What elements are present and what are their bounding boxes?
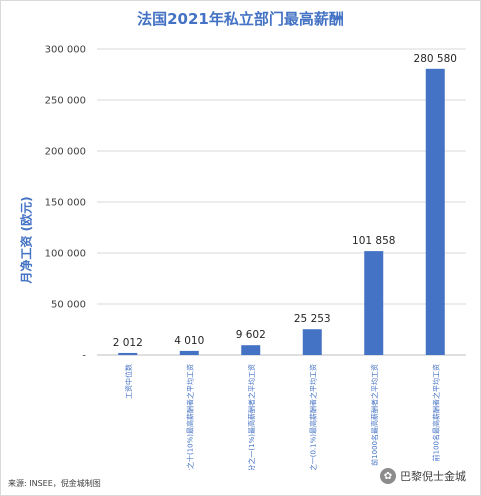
- data-label: 280 580: [414, 53, 457, 65]
- bar: [425, 68, 445, 355]
- bar: [302, 329, 322, 355]
- y-tick-label: 50 000: [51, 300, 86, 311]
- y-tick-label: 150 000: [45, 198, 86, 209]
- data-label: 4 010: [174, 335, 204, 347]
- bar: [118, 352, 138, 355]
- watermark-text: 巴黎倪士金城: [400, 470, 466, 483]
- category-label: 千分之一(0.1%)最高薪酬者之平均工资: [308, 364, 317, 470]
- bar: [364, 251, 384, 355]
- category-label: 工资中位数: [124, 364, 133, 399]
- category-label: 前100名最高薪酬者之平均工资: [431, 364, 440, 461]
- chart-title: 法国2021年私立部门最高薪酬: [137, 10, 344, 28]
- y-tick-label: 250 000: [45, 96, 86, 107]
- category-label: 百分之十(10%)最高薪酬者之平均工资: [185, 364, 194, 470]
- data-label: 25 253: [294, 313, 331, 325]
- bar: [179, 350, 199, 355]
- gridlines: [97, 48, 466, 356]
- data-label: 9 602: [236, 329, 266, 341]
- wechat-logo-icon: ✿: [380, 468, 396, 484]
- y-tick-label: -: [82, 351, 86, 362]
- category-labels: 工资中位数 百分之十(10%)最高薪酬者之平均工资 百分之一(1%)最高薪酬者之平均…: [124, 364, 441, 470]
- y-tick-label: 200 000: [45, 147, 86, 158]
- watermark-logo: ✿ 巴黎倪士金城: [380, 468, 466, 484]
- bar: [241, 345, 261, 355]
- data-label: 101 858: [352, 235, 395, 247]
- data-label: 2 012: [113, 337, 143, 349]
- category-label: 前1000名最高薪酬者之平均工资: [370, 364, 379, 466]
- data-labels: 2 012 4 010 9 602 25 253 101 858 280 580: [113, 53, 457, 349]
- y-tick-label: 100 000: [45, 249, 86, 260]
- y-tick-label: 300 000: [45, 45, 86, 56]
- category-label: 百分之一(1%)最高薪酬者之平均工资: [247, 364, 256, 470]
- bar-chart: - 50 000 100 000 150 000 200 000 250 000 300 0…: [45, 45, 466, 470]
- y-axis-ticks: - 50 000 100 000 150 000 200 000 250 000 300 0…: [45, 45, 87, 362]
- bars: [118, 68, 445, 355]
- source-note: 来源: INSEE，倪金城制图: [8, 479, 101, 488]
